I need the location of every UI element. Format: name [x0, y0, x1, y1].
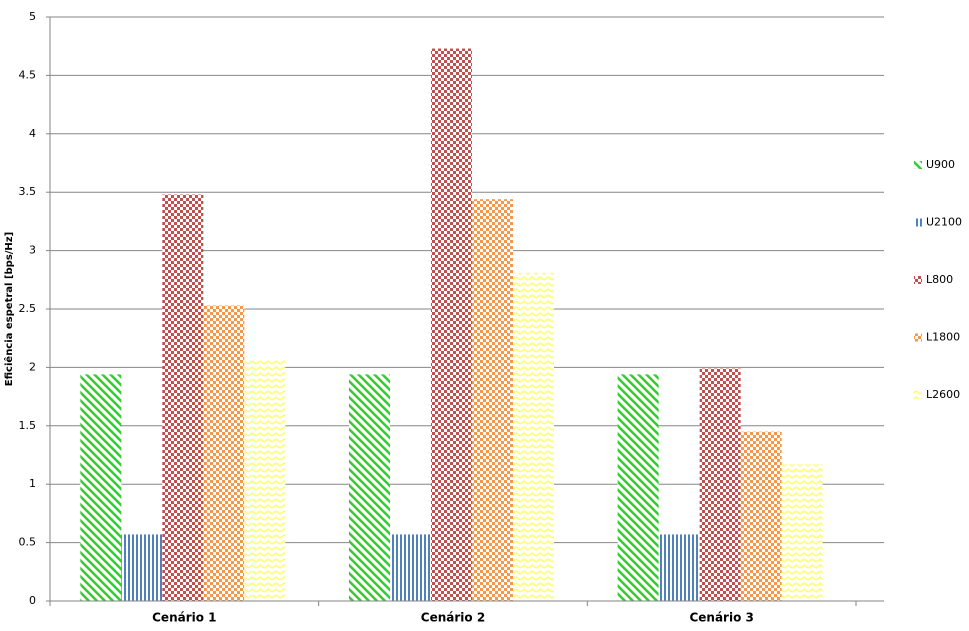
- bar: [781, 464, 823, 601]
- bar: [121, 534, 163, 601]
- bar: [513, 272, 554, 601]
- bar: [472, 199, 513, 601]
- y-tick-label: 4: [29, 127, 36, 140]
- bar: [617, 374, 659, 601]
- bar: [203, 305, 245, 601]
- legend-label: L1800: [926, 331, 960, 344]
- legend-swatch: [914, 391, 922, 399]
- x-tick-label: Cenário 1: [152, 611, 216, 625]
- y-tick-label: 1.5: [19, 419, 37, 432]
- legend-label: L800: [926, 273, 953, 286]
- legend-label: U900: [926, 158, 955, 171]
- y-tick-label: 2.5: [19, 302, 37, 315]
- y-tick-label: 3.5: [19, 185, 37, 198]
- y-tick-label: 5: [29, 10, 36, 23]
- x-tick-label: Cenário 2: [421, 611, 485, 625]
- legend-label: L2600: [926, 388, 960, 401]
- y-axis-title: Eficiência espetral [bps/Hz]: [3, 232, 15, 386]
- y-tick-label: 3: [29, 244, 36, 257]
- legend-label: U2100: [926, 216, 962, 229]
- y-tick-label: 0.5: [19, 536, 37, 549]
- y-tick-label: 1: [29, 477, 36, 490]
- y-tick-label: 4.5: [19, 68, 37, 81]
- legend-swatch: [914, 276, 922, 284]
- y-tick-label: 0: [29, 594, 36, 607]
- bar: [740, 431, 782, 601]
- bar: [431, 48, 472, 601]
- bar: [658, 534, 700, 601]
- bar: [390, 534, 431, 601]
- bar: [80, 374, 122, 601]
- y-tick-label: 2: [29, 360, 36, 373]
- bar: [162, 194, 204, 601]
- legend-swatch: [914, 218, 922, 227]
- x-tick-label: Cenário 3: [689, 611, 753, 625]
- legend-swatch: [914, 333, 922, 342]
- bar: [349, 374, 390, 601]
- bar: [244, 360, 286, 601]
- bar: [699, 368, 741, 601]
- legend-swatch: [914, 161, 922, 169]
